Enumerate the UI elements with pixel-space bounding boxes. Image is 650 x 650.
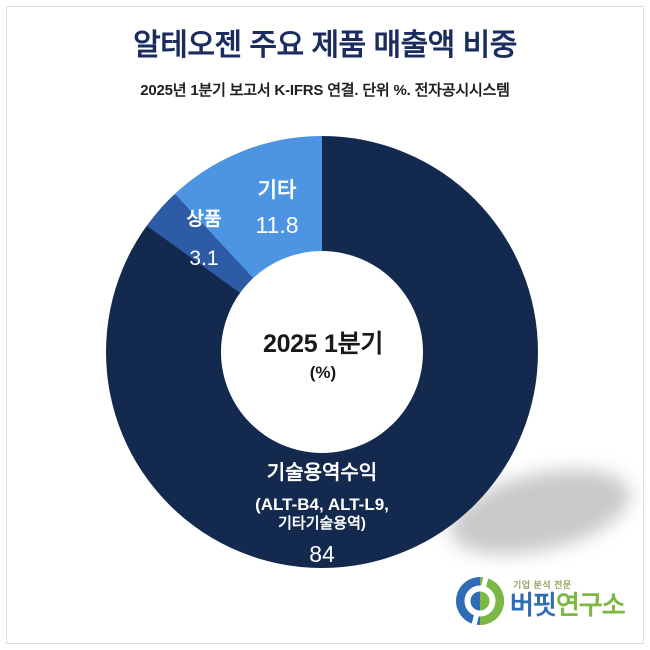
page-title: 알테오젠 주요 제품 매출액 비중	[133, 29, 517, 62]
slice-sublabel-line1: (ALT-B4, ALT-L9,	[255, 495, 389, 515]
buffett-lab-logo: 기업 분석 전문 버핏연구소	[455, 576, 626, 626]
slice-sublabel-line2: 기타기술용역)	[278, 515, 366, 533]
center-period-label: 2025 1분기	[262, 329, 384, 358]
slice-label-gita: 기타 11.8	[255, 178, 298, 240]
donut-center-label: 2025 1분기 (%)	[263, 329, 383, 383]
logo-tagline: 기업 분석 전문	[513, 580, 572, 590]
center-unit-label: (%)	[309, 362, 337, 382]
slice-value: 84	[309, 541, 335, 568]
slice-name: 기타	[257, 179, 297, 203]
slice-name: 기술용역수익	[266, 462, 378, 485]
donut-hole	[221, 251, 423, 453]
donut-chart	[106, 136, 538, 568]
slice-value: 3.1	[189, 246, 219, 270]
logo-name-green: 연구소	[555, 590, 626, 620]
logo-name: 버핏연구소	[510, 590, 626, 620]
page-subtitle: 2025년 1분기 보고서 K-IFRS 연결. 단위 %. 전자공시시스템	[140, 82, 510, 99]
logo-name-blue: 버핏	[510, 590, 557, 620]
slice-label-tech: 기술용역수익 (ALT-B4, ALT-L9, 기타기술용역) 84	[255, 461, 389, 569]
slice-value: 11.8	[255, 212, 299, 239]
buffett-lab-logo-icon	[456, 576, 504, 626]
slice-name: 상품	[186, 209, 222, 231]
buffett-lab-logo-text: 기업 분석 전문 버핏연구소	[510, 576, 626, 620]
slice-label-sangpum: 상품 3.1	[187, 209, 222, 271]
